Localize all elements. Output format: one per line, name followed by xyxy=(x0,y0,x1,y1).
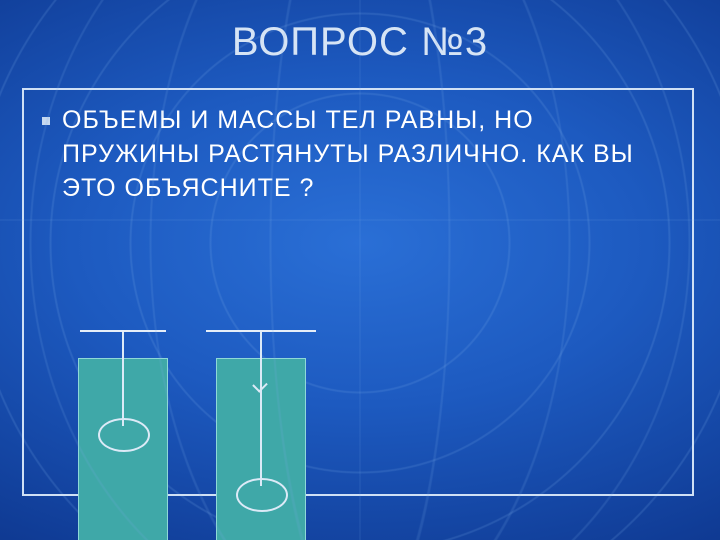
question-text: ОБЪЕМЫ И МАССЫ ТЕЛ РАВНЫ, НО ПРУЖИНЫ РАС… xyxy=(62,104,670,205)
slide-title: ВОПРОС №3 xyxy=(0,20,720,65)
spring-icon xyxy=(122,332,124,426)
slide: ВОПРОС №3 ОБЪЕМЫ И МАССЫ ТЕЛ РАВНЫ, НО П… xyxy=(0,0,720,540)
spring-icon xyxy=(260,332,262,486)
content-frame: ОБЪЕМЫ И МАССЫ ТЕЛ РАВНЫ, НО ПРУЖИНЫ РАС… xyxy=(22,88,694,496)
ball-icon xyxy=(236,478,288,512)
physics-diagram xyxy=(72,330,352,540)
ball-icon xyxy=(98,418,150,452)
